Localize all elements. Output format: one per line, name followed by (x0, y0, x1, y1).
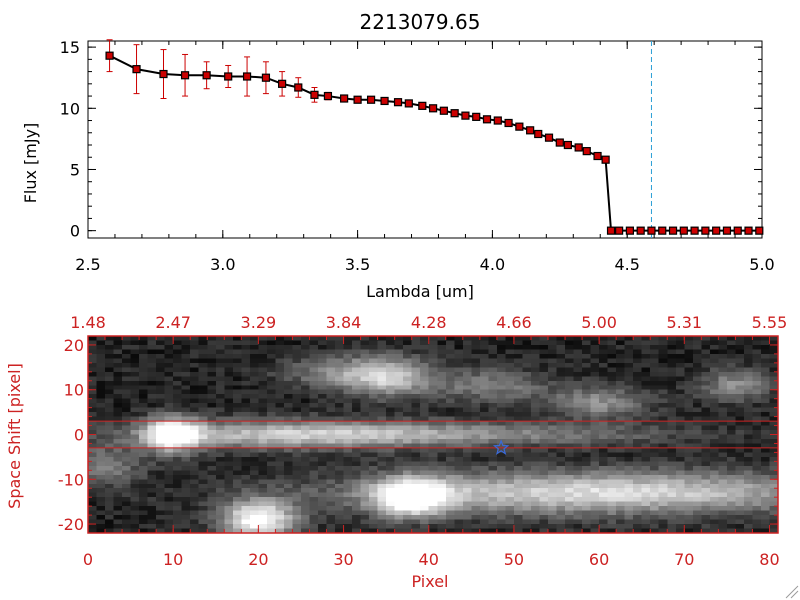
image-top-tick-label: 4.66 (496, 313, 532, 332)
source-star-icon (492, 439, 510, 455)
data-point (755, 226, 764, 235)
data-point (366, 95, 376, 104)
data-point (606, 226, 616, 235)
image-top-tick-label: 1.48 (70, 313, 106, 332)
image-top-tick-label: 5.00 (581, 313, 617, 332)
data-point (534, 129, 543, 139)
image-y-tick-label: -20 (58, 515, 84, 534)
data-point (105, 51, 114, 60)
data-point (428, 104, 438, 113)
image-top-tick-label: 2.47 (155, 313, 191, 332)
spectrum-2d-image (88, 336, 778, 533)
x-tick-label: 4.0 (480, 255, 505, 274)
spectrum-y-axis-label: Flux [mJy] (21, 123, 40, 204)
data-point (472, 112, 481, 121)
image-y-tick-label: 20 (64, 336, 84, 355)
image-y-tick-label: 10 (64, 381, 84, 400)
data-point (744, 226, 753, 235)
data-point (482, 115, 492, 124)
image-x-tick-label: 50 (504, 550, 524, 569)
data-point (658, 226, 667, 235)
image-x-tick-label: 40 (419, 550, 439, 569)
data-point (461, 111, 470, 120)
image-x-tick-label: 20 (248, 550, 268, 569)
data-point (418, 101, 427, 110)
data-point (701, 226, 710, 235)
y-tick-label: 5 (70, 160, 80, 179)
data-point (636, 226, 645, 235)
image-x-tick-label: 30 (333, 550, 353, 569)
image-top-tick-label: 3.84 (326, 313, 362, 332)
image-x-axis-label: Pixel (411, 572, 448, 591)
data-point (261, 73, 271, 82)
data-point (404, 99, 413, 108)
data-point (544, 133, 554, 142)
data-point (690, 226, 699, 235)
y-tick-label: 15 (60, 38, 80, 57)
image-y-axis-label: Space Shift [pixel] (5, 363, 24, 509)
data-point (310, 90, 319, 99)
data-point (615, 226, 624, 235)
data-point (563, 140, 572, 150)
data-point (722, 226, 732, 235)
resize-grip-icon[interactable] (785, 585, 799, 599)
data-point (294, 83, 303, 92)
data-point (353, 95, 362, 104)
data-point (439, 106, 448, 115)
data-point (380, 96, 389, 106)
image-x-tick-label: 80 (759, 550, 779, 569)
data-point (601, 155, 610, 164)
image-x-tick-label: 70 (674, 550, 694, 569)
data-point (555, 138, 564, 147)
data-point (515, 122, 524, 131)
image-x-tick-label: 0 (83, 550, 93, 569)
image-x-tick-label: 60 (589, 550, 609, 569)
data-point (733, 226, 742, 235)
data-point (679, 226, 688, 235)
data-point (323, 91, 333, 101)
spectrum-plot-frame (87, 40, 763, 239)
data-point (202, 71, 211, 80)
spectrum-plot: 2.5 3.0 3.5 4.0 4.5 5.0 0 5 10 15 (60, 38, 775, 274)
image-top-tick-label: 5.31 (666, 313, 702, 332)
spectrum-title: 2213079.65 (360, 10, 481, 34)
x-tick-label: 5.0 (749, 255, 774, 274)
image-y-tick-label: 0 (74, 426, 84, 445)
spectrum-x-axis-label: Lambda [um] (366, 282, 474, 301)
data-point (668, 226, 678, 235)
y-tick-label: 10 (60, 99, 80, 118)
data-point (242, 72, 252, 81)
data-point (180, 71, 190, 80)
image-y-tick-label: -10 (58, 470, 84, 489)
data-point (625, 226, 634, 235)
flux-series-line (109, 54, 760, 232)
y-tick-label: 0 (70, 222, 80, 241)
data-point (712, 226, 721, 235)
data-point (393, 98, 403, 107)
data-point (504, 118, 513, 128)
image-top-tick-label: 5.55 (752, 313, 788, 332)
data-point (593, 151, 602, 161)
data-point (340, 94, 349, 103)
image-top-tick-label: 3.29 (241, 313, 277, 332)
data-point (450, 109, 459, 118)
data-point (647, 226, 656, 235)
x-tick-label: 4.5 (614, 255, 639, 274)
image-x-tick-label: 10 (163, 550, 183, 569)
data-point (493, 116, 502, 125)
image-top-tick-label: 4.28 (411, 313, 447, 332)
x-tick-label: 2.5 (75, 255, 100, 274)
data-point (582, 147, 591, 156)
data-point (132, 65, 141, 74)
data-point (526, 126, 535, 135)
x-tick-label: 3.0 (210, 255, 235, 274)
data-point (574, 143, 583, 152)
spectrum-image-plot: 0 10 20 30 40 50 60 70 80 1.48 2.47 3.29 3.84 4.28 4.6… (58, 313, 787, 569)
data-point (278, 79, 287, 88)
data-point (159, 69, 168, 79)
data-point (224, 72, 233, 81)
x-tick-label: 3.5 (345, 255, 370, 274)
